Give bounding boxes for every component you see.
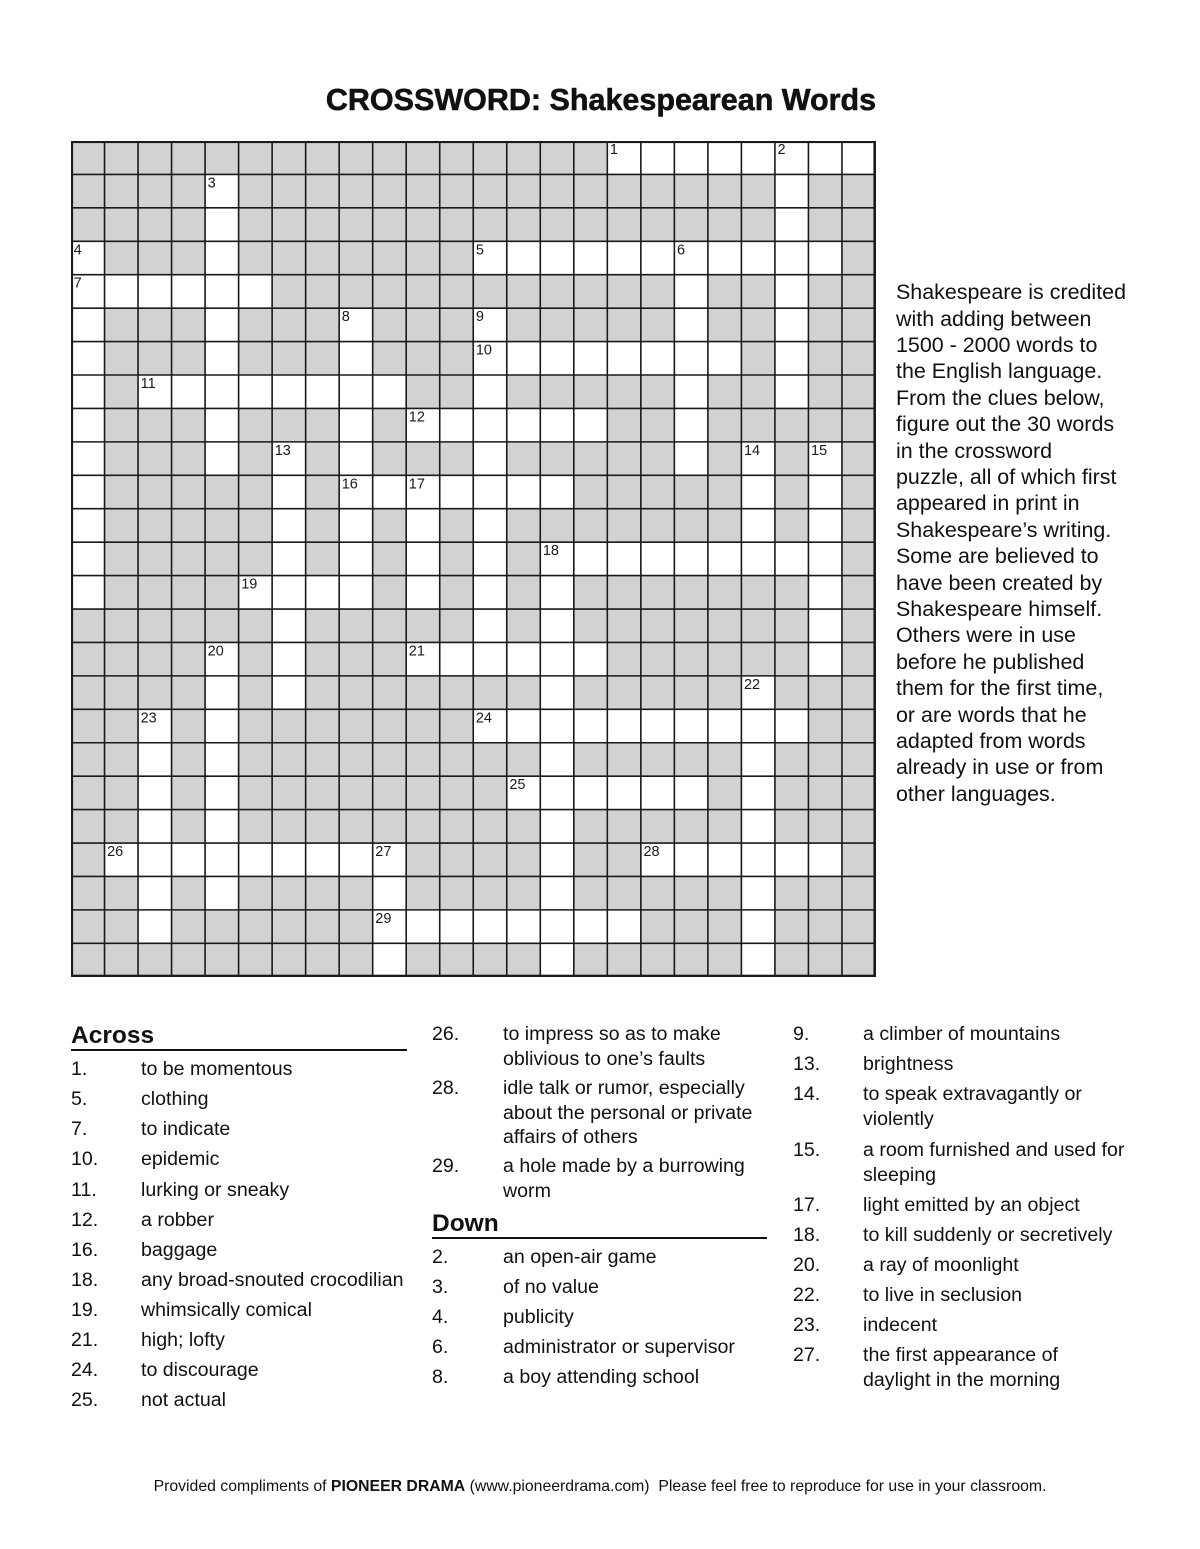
svg-text:4: 4 [74, 242, 82, 258]
svg-text:19: 19 [241, 577, 257, 593]
svg-text:7: 7 [74, 276, 82, 292]
svg-text:20: 20 [208, 643, 224, 659]
svg-text:26: 26 [107, 844, 123, 860]
svg-text:22: 22 [744, 677, 760, 693]
svg-text:16: 16 [342, 476, 358, 492]
svg-text:23: 23 [141, 710, 157, 726]
svg-text:27: 27 [375, 844, 391, 860]
svg-text:12: 12 [409, 409, 425, 425]
svg-text:18: 18 [543, 543, 559, 559]
svg-text:15: 15 [811, 443, 827, 459]
svg-text:10: 10 [476, 343, 492, 359]
svg-text:2: 2 [778, 142, 786, 158]
svg-text:24: 24 [476, 710, 492, 726]
svg-text:3: 3 [208, 175, 216, 191]
svg-text:17: 17 [409, 476, 425, 492]
svg-text:14: 14 [744, 443, 760, 459]
svg-text:25: 25 [509, 777, 525, 793]
svg-text:29: 29 [375, 911, 391, 927]
svg-text:28: 28 [643, 844, 659, 860]
svg-text:13: 13 [275, 443, 291, 459]
svg-text:21: 21 [409, 643, 425, 659]
svg-text:1: 1 [610, 142, 618, 158]
svg-text:11: 11 [141, 376, 156, 392]
svg-text:8: 8 [342, 309, 350, 325]
svg-text:9: 9 [476, 309, 484, 325]
svg-text:5: 5 [476, 242, 484, 258]
svg-text:6: 6 [677, 242, 685, 258]
